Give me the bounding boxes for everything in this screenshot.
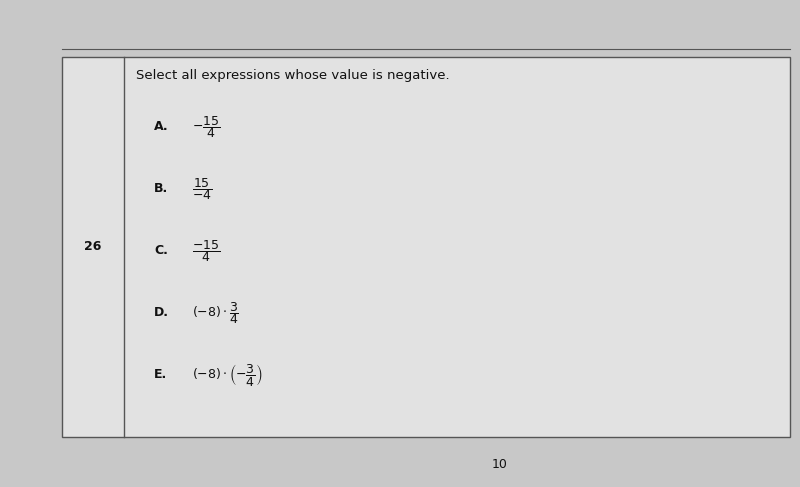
Text: Select all expressions whose value is negative.: Select all expressions whose value is ne… [136, 69, 450, 81]
Text: $\dfrac{-15}{4}$: $\dfrac{-15}{4}$ [192, 238, 220, 264]
Text: B.: B. [154, 183, 168, 195]
Text: $(-8) \cdot \dfrac{3}{4}$: $(-8) \cdot \dfrac{3}{4}$ [192, 300, 239, 326]
Text: C.: C. [154, 244, 168, 258]
FancyBboxPatch shape [62, 57, 790, 437]
Text: E.: E. [154, 369, 167, 381]
Text: 10: 10 [492, 458, 508, 471]
Text: $\dfrac{15}{-4}$: $\dfrac{15}{-4}$ [192, 176, 213, 202]
Text: D.: D. [154, 306, 169, 319]
Text: $(-8) \cdot \left(-\dfrac{3}{4}\right)$: $(-8) \cdot \left(-\dfrac{3}{4}\right)$ [192, 362, 262, 388]
Text: $-\dfrac{15}{4}$: $-\dfrac{15}{4}$ [192, 114, 220, 140]
Text: 26: 26 [84, 241, 102, 254]
Text: A.: A. [154, 120, 169, 133]
